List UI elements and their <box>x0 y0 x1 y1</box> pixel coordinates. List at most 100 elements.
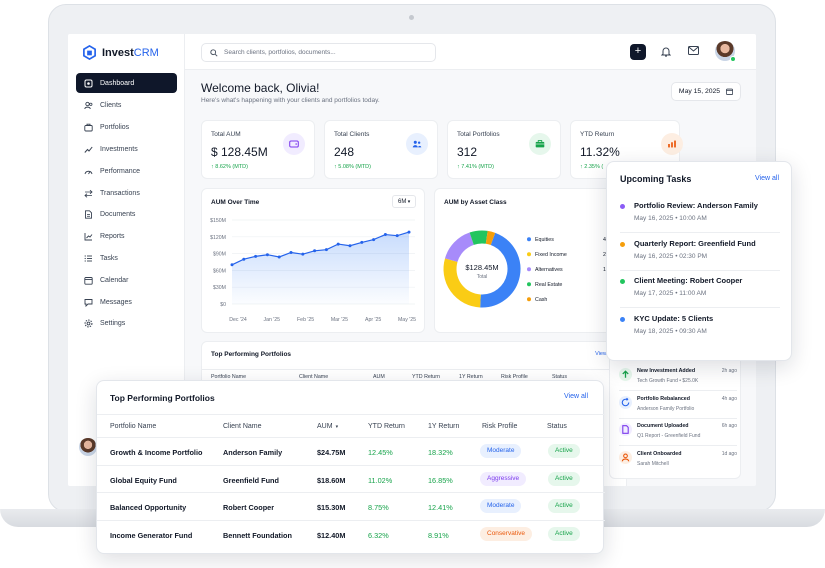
donut-slice-fixed-income[interactable] <box>443 258 482 308</box>
aum-point[interactable] <box>242 257 246 261</box>
sidebar-item-transactions[interactable]: Transactions <box>76 182 177 204</box>
risk-badge: Conservative <box>480 526 532 541</box>
calendar-icon <box>84 276 93 285</box>
sidebar-item-performance[interactable]: Performance <box>76 160 177 182</box>
task-status-dot <box>620 316 625 322</box>
aum-point[interactable] <box>254 254 258 258</box>
sidebar-item-dashboard[interactable]: Dashboard <box>76 73 177 93</box>
arrow-up-icon: ↑ <box>334 164 339 170</box>
aum-point[interactable] <box>289 250 293 254</box>
one-year-return-cell: 8.91% <box>428 530 449 540</box>
sidebar-item-reports[interactable]: Reports <box>76 226 177 248</box>
y-tick-label: $60M <box>213 268 226 274</box>
aum-point[interactable] <box>324 248 328 252</box>
welcome-subtitle: Here's what's happening with your client… <box>201 97 380 104</box>
activity-time: 1d ago <box>721 450 737 457</box>
task-item[interactable]: Client Meeting: Robert Cooper May 17, 202… <box>620 276 780 304</box>
sidebar-item-investments[interactable]: Investments <box>76 139 177 161</box>
aum-point[interactable] <box>407 230 411 234</box>
date-picker[interactable]: May 15, 2025 <box>671 82 741 101</box>
sidebar-item-portfolios[interactable]: Portfolios <box>76 117 177 139</box>
ytd-return-cell: 8.75% <box>368 503 389 512</box>
sidebar-item-documents[interactable]: Documents <box>76 204 177 226</box>
bg-view-all-link[interactable]: View all <box>595 351 614 357</box>
tasks-view-all-link[interactable]: View all <box>755 175 779 182</box>
portfolios-table-header: Portfolio Name Client Name AUM ▾ YTD Return 1… <box>97 414 605 438</box>
kpi-label: Total AUM <box>211 131 241 138</box>
table-row[interactable]: Balanced Opportunity Robert Cooper $15.30M… <box>97 493 605 521</box>
donut-slice-alternatives[interactable] <box>445 232 475 263</box>
task-item[interactable]: KYC Update: 5 Clients May 18, 2025 • 09:3… <box>620 314 780 342</box>
task-item[interactable]: Quarterly Report: Greenfield Fund May 16,… <box>620 239 780 267</box>
range-select[interactable]: 6M ▾ <box>392 195 416 208</box>
bg-column-header: Client Name <box>299 374 329 380</box>
x-tick-label: Dec '24 <box>229 317 247 323</box>
y-tick-label: $120M <box>210 235 226 241</box>
donut-slice-real-estate[interactable] <box>469 230 488 245</box>
kpi-card-total-portfolios[interactable]: Total Portfolios 312 ↑ 7.41% (MTD) <box>447 120 561 179</box>
user-avatar[interactable] <box>79 438 97 456</box>
aum-point[interactable] <box>301 252 305 256</box>
divider <box>619 445 737 446</box>
sidebar-item-label: Documents <box>100 211 136 219</box>
kpi-card-total-clients[interactable]: Total Clients 248 ↑ 5.08% (MTD) <box>324 120 438 179</box>
kpi-card-total-aum[interactable]: Total AUM $ 128.45M ↑ 8.62% (MTD) <box>201 120 315 179</box>
sidebar-item-clients[interactable]: Clients <box>76 95 177 117</box>
ytd-return-cell: 11.02% <box>368 475 393 485</box>
logo[interactable]: InvestCRM <box>82 45 159 60</box>
column-header-label: Risk Profile <box>482 423 518 430</box>
task-title: Quarterly Report: Greenfield Fund <box>634 238 756 248</box>
bell-icon[interactable] <box>661 46 671 57</box>
search-input[interactable]: Search clients, portfolios, documents... <box>201 43 436 62</box>
legend-swatch <box>527 297 531 302</box>
upcoming-tasks-panel: Upcoming Tasks View all Portfolio Review… <box>606 161 792 361</box>
aum-point[interactable] <box>395 234 399 238</box>
aum-point[interactable] <box>230 263 234 267</box>
kpi-delta-text: 7.41% (MTD) <box>461 164 494 170</box>
table-row[interactable]: Income Generator Fund Bennett Foundation $… <box>97 521 605 549</box>
sidebar-item-calendar[interactable]: Calendar <box>76 269 177 291</box>
activity-title: New Investment Added <box>637 368 696 374</box>
aum-point[interactable] <box>277 255 281 259</box>
task-item[interactable]: Portfolio Review: Anderson Family May 16,… <box>620 201 780 229</box>
sidebar-item-label: Portfolios <box>100 124 130 132</box>
column-header-aum[interactable]: AUM ▾ <box>317 423 338 430</box>
add-button[interactable]: + <box>630 44 646 60</box>
divider <box>619 390 737 391</box>
sidebar-item-messages[interactable]: Messages <box>76 291 177 313</box>
trend-icon <box>84 146 93 153</box>
risk-badge: Aggressive <box>480 471 527 486</box>
aum-point[interactable] <box>313 249 317 253</box>
aum-point[interactable] <box>348 244 352 248</box>
portfolios-view-all-link[interactable]: View all <box>564 393 588 400</box>
donut-slice-equities[interactable] <box>480 232 521 308</box>
chart-icon <box>84 233 93 241</box>
aum-point[interactable] <box>360 240 364 244</box>
asset-class-card: AUM by Asset Class $128.45M Total Equities… <box>434 188 627 333</box>
sidebar-item-tasks[interactable]: Tasks <box>76 248 177 270</box>
wallet-icon <box>283 133 305 155</box>
status-badge: Active <box>548 499 580 513</box>
aum-point[interactable] <box>336 242 340 246</box>
sidebar-item-settings[interactable]: Settings <box>76 313 177 335</box>
donut-slice-cash[interactable] <box>485 230 496 246</box>
top-portfolios-panel: Top Performing Portfolios View all Portf… <box>96 380 605 554</box>
table-row[interactable]: Growth & Income Portfolio Anderson Family… <box>97 438 605 466</box>
mail-icon[interactable] <box>688 46 699 55</box>
sidebar-item-label: Reports <box>100 233 125 241</box>
dashboard-icon <box>84 79 93 87</box>
table-row[interactable]: Global Equity Fund Greenfield Fund $18.60M… <box>97 466 605 493</box>
y-tick-label: $150M <box>210 218 226 224</box>
task-status-dot <box>620 279 625 284</box>
y-tick-label: $90M <box>213 252 226 258</box>
client-name-cell: Robert Cooper <box>223 503 275 512</box>
sidebar-item-label: Settings <box>100 320 126 328</box>
aum-point[interactable] <box>372 238 376 242</box>
aum-point[interactable] <box>265 253 269 257</box>
gear-icon <box>84 319 93 328</box>
y-tick-label: $30M <box>213 285 226 291</box>
status-badge: Active <box>548 526 580 541</box>
calendar-icon <box>726 88 734 95</box>
kpi-delta-text: 2.35% ( <box>584 164 604 170</box>
aum-point[interactable] <box>383 233 387 237</box>
